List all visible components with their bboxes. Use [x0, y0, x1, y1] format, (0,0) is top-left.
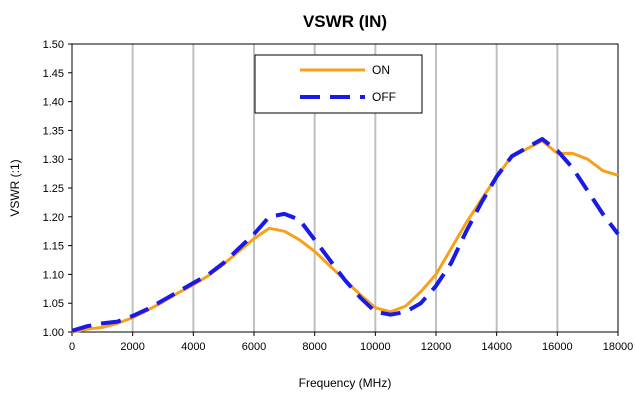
legend-box [254, 54, 423, 114]
y-tick-label: 1.10 [43, 269, 64, 281]
y-tick-label: 1.25 [43, 183, 64, 195]
x-tick-label: 4000 [181, 341, 205, 353]
chart-title: VSWR (IN) [303, 12, 387, 31]
series-line-on [71, 139, 619, 334]
y-tick-label: 1.40 [43, 97, 64, 109]
x-tick-label: 12000 [421, 341, 452, 353]
legend: ON OFF [254, 54, 423, 114]
legend-label-off: OFF [372, 90, 396, 104]
y-tick-label: 1.20 [43, 212, 64, 224]
series-line-off [71, 137, 620, 333]
y-tick-label: 1.45 [43, 68, 64, 80]
y-tick-label: 1.15 [43, 241, 64, 253]
x-axis-title: Frequency (MHz) [299, 376, 392, 390]
y-axis-ticks: 1.00 1.05 1.10 1.15 1.20 1.25 1.30 1.35 1.40 1.45… [43, 39, 72, 339]
y-tick-label: 1.30 [43, 154, 64, 166]
y-tick-label: 1.50 [43, 39, 64, 51]
series-lines [71, 137, 620, 334]
legend-label-on: ON [372, 63, 390, 77]
x-tick-label: 18000 [603, 341, 634, 353]
y-tick-label: 1.05 [43, 298, 64, 310]
y-axis-title: VSWR (:1) [8, 159, 22, 216]
y-tick-label: 1.00 [43, 327, 64, 339]
y-tick-label: 1.35 [43, 125, 64, 137]
x-tick-label: 2000 [120, 341, 144, 353]
x-axis-ticks: 0 2000 4000 6000 8000 10000 12000 14000 16000 180… [69, 332, 633, 353]
x-tick-label: 6000 [242, 341, 266, 353]
x-tick-label: 0 [69, 341, 75, 353]
x-tick-label: 10000 [360, 341, 391, 353]
x-tick-label: 14000 [481, 341, 512, 353]
x-tick-label: 8000 [302, 341, 326, 353]
x-tick-label: 16000 [542, 341, 573, 353]
